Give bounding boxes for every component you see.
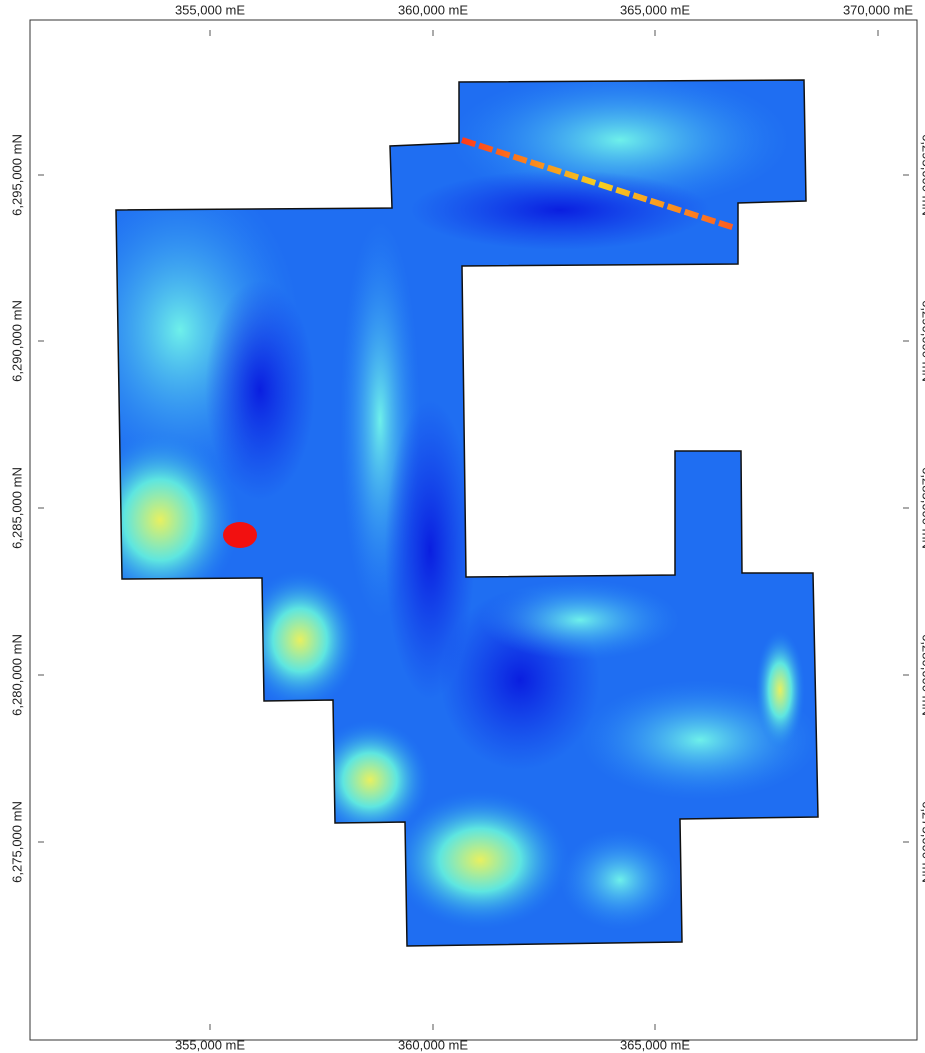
map-frame [29,19,918,1041]
northing-label: 6,295,000 mN [9,134,24,216]
location-marker [223,522,257,548]
northing-label: 6,280,000 mN [9,634,24,716]
northing-label: 6,275,000 mN [920,801,925,883]
northing-label: 6,290,000 mN [9,300,24,382]
easting-label: 370,000 mE [843,2,913,17]
northing-label: 6,275,000 mN [9,801,24,883]
easting-label: 360,000 mE [398,1037,468,1052]
northing-label: 6,280,000 mN [920,634,925,716]
northing-label: 6,295,000 mN [920,134,925,216]
survey-outline [115,79,819,947]
easting-label: 365,000 mE [620,1037,690,1052]
northing-label: 6,290,000 mN [920,300,925,382]
survey-grid [116,80,818,946]
easting-label: 365,000 mE [620,2,690,17]
easting-label: 355,000 mE [175,1037,245,1052]
easting-label: 355,000 mE [175,2,245,17]
northing-label: 6,285,000 mN [9,467,24,549]
easting-label: 360,000 mE [398,2,468,17]
northing-label: 6,285,000 mN [920,467,925,549]
